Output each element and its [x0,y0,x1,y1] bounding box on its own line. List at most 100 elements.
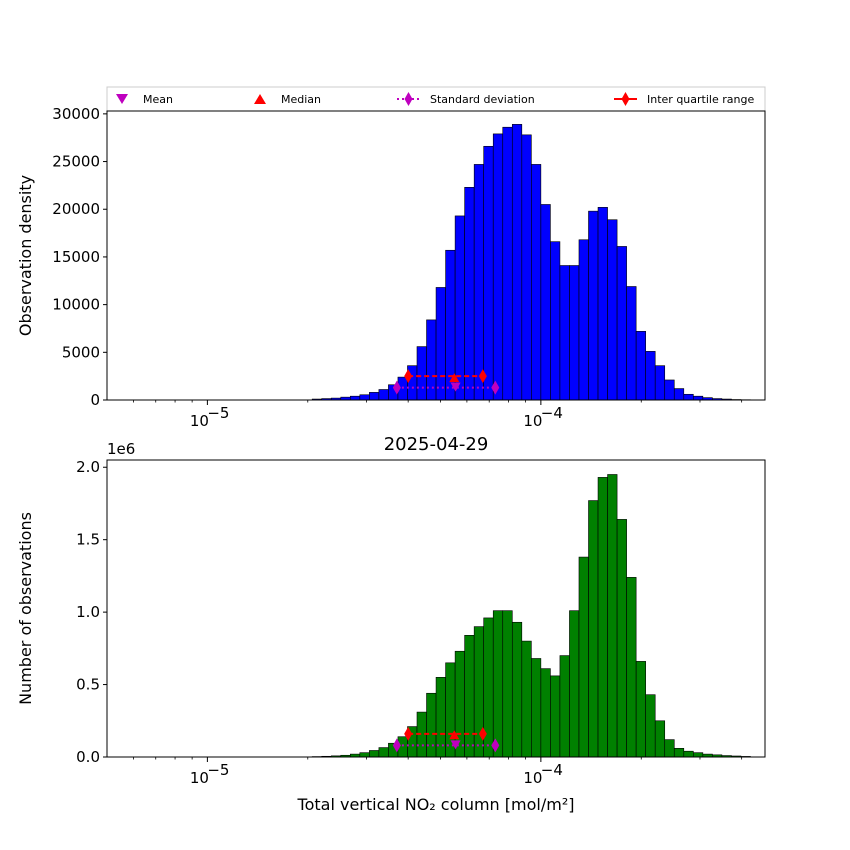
histogram-bar [454,215,465,400]
histogram-bar [416,346,427,400]
histogram-bar [578,239,589,400]
legend-entry-mean: Mean [116,93,173,106]
median-marker [449,730,460,740]
x-axis-label: Total vertical NO₂ column [mol/m²] [297,795,575,814]
iqr-q1-marker [404,726,413,741]
bars [311,474,751,757]
histogram-bar [359,394,370,400]
stats-markers [392,726,500,753]
histogram-bar [511,124,523,400]
histogram-bar [531,658,542,757]
histogram-bar [540,668,551,757]
x-tick-exponent: −4 [541,761,563,779]
histogram-bar [693,752,704,757]
histogram-bar [635,661,646,757]
mean-marker [450,740,461,750]
y-tick-label: 0.5 [76,676,100,694]
iqr-q1-marker [404,369,413,384]
y-tick-label: 0 [90,391,100,409]
median-marker [449,373,460,383]
histogram-bar [369,750,380,757]
legend-box [106,86,766,112]
median-marker-icon [254,94,266,104]
y-tick-label: 15000 [52,248,100,266]
histogram-bar [359,752,370,757]
histogram-bar [569,610,580,757]
histogram-bar [673,388,685,400]
iqr-q3-marker [478,369,487,384]
x-tick-exponent: −5 [207,404,229,422]
histogram-bar [607,219,618,400]
histogram-bar [483,145,494,400]
legend: Mean Median Standard deviation Inter qua… [106,86,766,112]
histogram-bar [645,351,656,400]
histogram-bar [502,126,513,400]
iqr-q3-marker [478,726,487,741]
legend-entry-std: Standard deviation [397,92,535,106]
y-tick-label: 25000 [52,153,100,171]
histogram-bar [578,556,589,757]
histogram-bar [635,331,646,400]
histogram-bar [540,204,551,400]
y-tick-label: 1.5 [76,531,100,549]
histogram-bar [588,500,599,757]
y-tick-label: 1.0 [76,603,100,621]
iqr-marker-icon [621,92,630,106]
y-tick-label: 20000 [52,200,100,218]
histogram-bar [569,265,580,400]
histogram-bar [683,750,694,757]
histogram-bar [511,621,523,757]
histogram-bar [426,692,437,757]
legend-label-iqr: Inter quartile range [647,93,754,106]
mean-marker [450,382,461,392]
legend-label-std: Standard deviation [430,93,535,106]
histogram-bar [559,265,570,400]
histogram-bar [616,519,627,757]
histogram-bar [588,210,599,400]
histogram-bar [464,635,475,757]
histogram-bar [369,392,380,400]
histogram-bar [531,164,542,400]
x-tick-label: 10 [190,769,209,787]
axes-frame [106,110,766,401]
y-tick-label: 10000 [52,296,100,314]
histogram-bar [464,187,475,400]
std-dev-high-marker [491,380,500,395]
std-dev-low-marker [392,738,401,753]
histogram-bar [626,286,637,400]
stats-markers [392,369,500,395]
histogram-bar [550,675,561,757]
histogram-bar [378,747,389,757]
x-tick-label: 10 [190,412,209,430]
std-dev-low-marker [392,380,401,395]
histogram-bar [693,395,704,400]
histogram-bar [521,640,532,757]
histogram-bar [597,207,608,400]
axes-frame [106,459,766,758]
legend-entry-median: Median [254,93,321,106]
histogram-bar [550,241,561,400]
histogram-bar [626,577,637,757]
y-tick-label: 30000 [52,105,100,123]
bars [311,124,751,400]
histogram-bar [654,365,666,400]
histogram-bar [616,246,627,400]
histogram-bar [502,610,513,757]
std-marker-icon [404,92,413,106]
histogram-bar [492,133,504,400]
y-tick-label: 0.0 [76,748,100,766]
y-tick-label: 5000 [62,343,100,361]
legend-label-median: Median [281,93,321,106]
histogram-bar [654,720,666,757]
x-tick-exponent: −5 [207,761,229,779]
histogram-bar [607,474,618,757]
histogram-bar [664,379,675,400]
histogram-bar [645,694,656,757]
histogram-bar [473,164,485,400]
y-tick-label: 2.0 [76,458,100,476]
histogram-bar [378,389,389,400]
y-multiplier: 1e6 [107,440,135,458]
